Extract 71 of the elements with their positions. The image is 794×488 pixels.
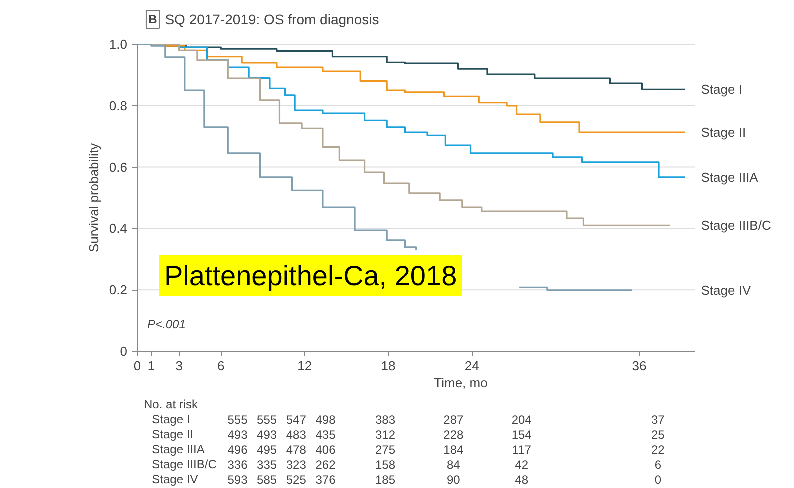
x-tick-label: 24	[464, 358, 480, 374]
text: 547	[286, 413, 307, 427]
text: 493	[257, 428, 278, 442]
annotation: P<.001	[148, 318, 186, 332]
series-label: Stage IIIA	[701, 170, 759, 185]
text: Stage IIIB/C	[701, 218, 772, 234]
text: 184	[444, 443, 464, 457]
text: 483	[286, 428, 307, 442]
text: B	[148, 12, 158, 26]
text: 383	[375, 413, 396, 427]
text: 493	[228, 428, 248, 442]
text: 6	[654, 458, 662, 472]
text: 0	[654, 473, 662, 487]
text: 435	[316, 428, 336, 442]
y-tick-label: 0.4	[109, 221, 128, 236]
text: Stage IIIB/C	[152, 458, 218, 472]
x-tick-label: 12	[298, 358, 312, 374]
text: Stage IIIA	[152, 442, 205, 456]
text: Stage I	[152, 412, 190, 426]
x-tick-label: 36	[632, 358, 647, 374]
text: 335	[257, 458, 278, 472]
text: Stage II	[152, 428, 194, 442]
text: 228	[444, 428, 464, 442]
text: 84	[446, 458, 461, 472]
text: 117	[512, 443, 532, 457]
y-tick-label: 0.6	[109, 160, 128, 175]
y-tick-label: 0.2	[109, 282, 128, 298]
x-tick-label: 18	[381, 358, 396, 374]
x-axis-title: Time, mo	[434, 376, 488, 390]
text: No. at risk	[144, 398, 200, 412]
series-label: Stage I	[701, 82, 742, 98]
text: 336	[228, 458, 248, 472]
text: 287	[444, 413, 464, 427]
text: 185	[375, 473, 396, 487]
x-tick-label: 3	[176, 358, 183, 374]
series-label: Stage II	[701, 125, 746, 140]
text: Stage IV	[701, 282, 752, 298]
text: 204	[512, 413, 532, 427]
text: 154	[512, 428, 532, 442]
text: 25	[652, 428, 666, 442]
annotation: Plattenepithel-Ca, 2018	[164, 260, 458, 292]
text: 275	[375, 443, 396, 457]
y-tick-label: 0.8	[109, 98, 128, 114]
text: 376	[316, 473, 336, 487]
text: 42	[515, 458, 529, 472]
text: 498	[316, 413, 336, 427]
text: 406	[316, 443, 336, 457]
text: 262	[316, 458, 336, 472]
text: 478	[286, 443, 307, 457]
text: 323	[286, 458, 307, 472]
text: Stage IV	[152, 472, 198, 486]
text: 22	[652, 443, 666, 457]
text: 555	[257, 413, 278, 427]
text: 312	[375, 428, 396, 442]
text: 593	[228, 473, 248, 487]
text: 555	[228, 413, 248, 427]
x-tick-label: 6	[218, 358, 225, 374]
y-tick-label: 1.0	[109, 37, 128, 52]
text: 37	[652, 413, 666, 427]
y-axis-title: Survival probability	[86, 142, 102, 253]
y-tick-label: 0	[120, 344, 128, 359]
text: 585	[257, 473, 278, 487]
text: 90	[446, 473, 461, 487]
text: 495	[257, 443, 278, 457]
text: 525	[286, 473, 307, 487]
text: 48	[515, 473, 529, 487]
x-tick-label: 0	[134, 358, 142, 374]
text: 496	[228, 443, 248, 457]
x-tick-label: 1	[148, 358, 156, 374]
chart-title: SQ 2017-2019: OS from diagnosis	[165, 12, 380, 28]
text: 158	[375, 458, 396, 472]
